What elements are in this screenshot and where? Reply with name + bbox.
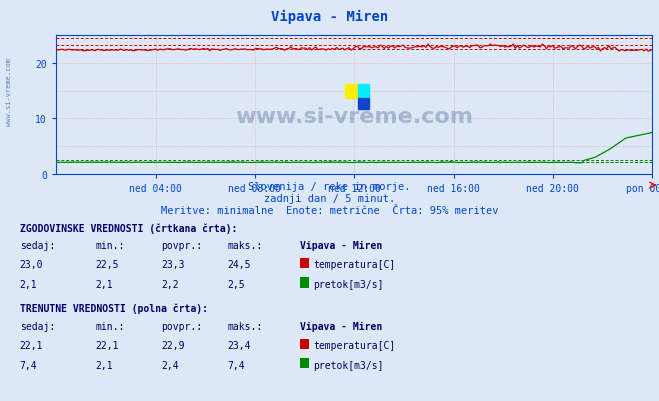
Bar	[358, 85, 369, 98]
Bar	[345, 85, 358, 98]
Text: Slovenija / reke in morje.: Slovenija / reke in morje.	[248, 181, 411, 191]
Text: TRENUTNE VREDNOSTI (polna črta):: TRENUTNE VREDNOSTI (polna črta):	[20, 303, 208, 314]
Text: 23,3: 23,3	[161, 260, 185, 270]
Text: min.:: min.:	[96, 241, 125, 251]
Text: maks.:: maks.:	[227, 321, 262, 331]
Text: temperatura[C]: temperatura[C]	[313, 260, 395, 270]
Text: www.si-vreme.com: www.si-vreme.com	[5, 58, 12, 126]
Text: pretok[m3/s]: pretok[m3/s]	[313, 360, 384, 370]
Text: min.:: min.:	[96, 321, 125, 331]
Text: 23,0: 23,0	[20, 260, 43, 270]
Text: maks.:: maks.:	[227, 241, 262, 251]
Text: 22,1: 22,1	[20, 340, 43, 350]
Text: Vipava - Miren: Vipava - Miren	[300, 321, 382, 331]
Text: zadnji dan / 5 minut.: zadnji dan / 5 minut.	[264, 193, 395, 203]
Text: 23,4: 23,4	[227, 340, 251, 350]
Text: www.si-vreme.com: www.si-vreme.com	[235, 106, 473, 126]
Text: 24,5: 24,5	[227, 260, 251, 270]
Text: Vipava - Miren: Vipava - Miren	[300, 241, 382, 251]
Text: sedaj:: sedaj:	[20, 321, 55, 331]
Text: sedaj:: sedaj:	[20, 241, 55, 251]
Text: 2,1: 2,1	[96, 279, 113, 289]
Text: 2,1: 2,1	[20, 279, 38, 289]
Text: 22,9: 22,9	[161, 340, 185, 350]
Text: 2,5: 2,5	[227, 279, 245, 289]
Bar	[358, 98, 369, 109]
Text: 22,1: 22,1	[96, 340, 119, 350]
Text: 7,4: 7,4	[20, 360, 38, 370]
Text: pretok[m3/s]: pretok[m3/s]	[313, 279, 384, 289]
Text: 2,1: 2,1	[96, 360, 113, 370]
Text: ZGODOVINSKE VREDNOSTI (črtkana črta):: ZGODOVINSKE VREDNOSTI (črtkana črta):	[20, 223, 237, 233]
Text: Meritve: minimalne  Enote: metrične  Črta: 95% meritev: Meritve: minimalne Enote: metrične Črta:…	[161, 205, 498, 215]
Text: 7,4: 7,4	[227, 360, 245, 370]
Text: temperatura[C]: temperatura[C]	[313, 340, 395, 350]
Text: povpr.:: povpr.:	[161, 321, 202, 331]
Text: povpr.:: povpr.:	[161, 241, 202, 251]
Text: 22,5: 22,5	[96, 260, 119, 270]
Text: 2,4: 2,4	[161, 360, 179, 370]
Text: 2,2: 2,2	[161, 279, 179, 289]
Text: Vipava - Miren: Vipava - Miren	[271, 10, 388, 24]
